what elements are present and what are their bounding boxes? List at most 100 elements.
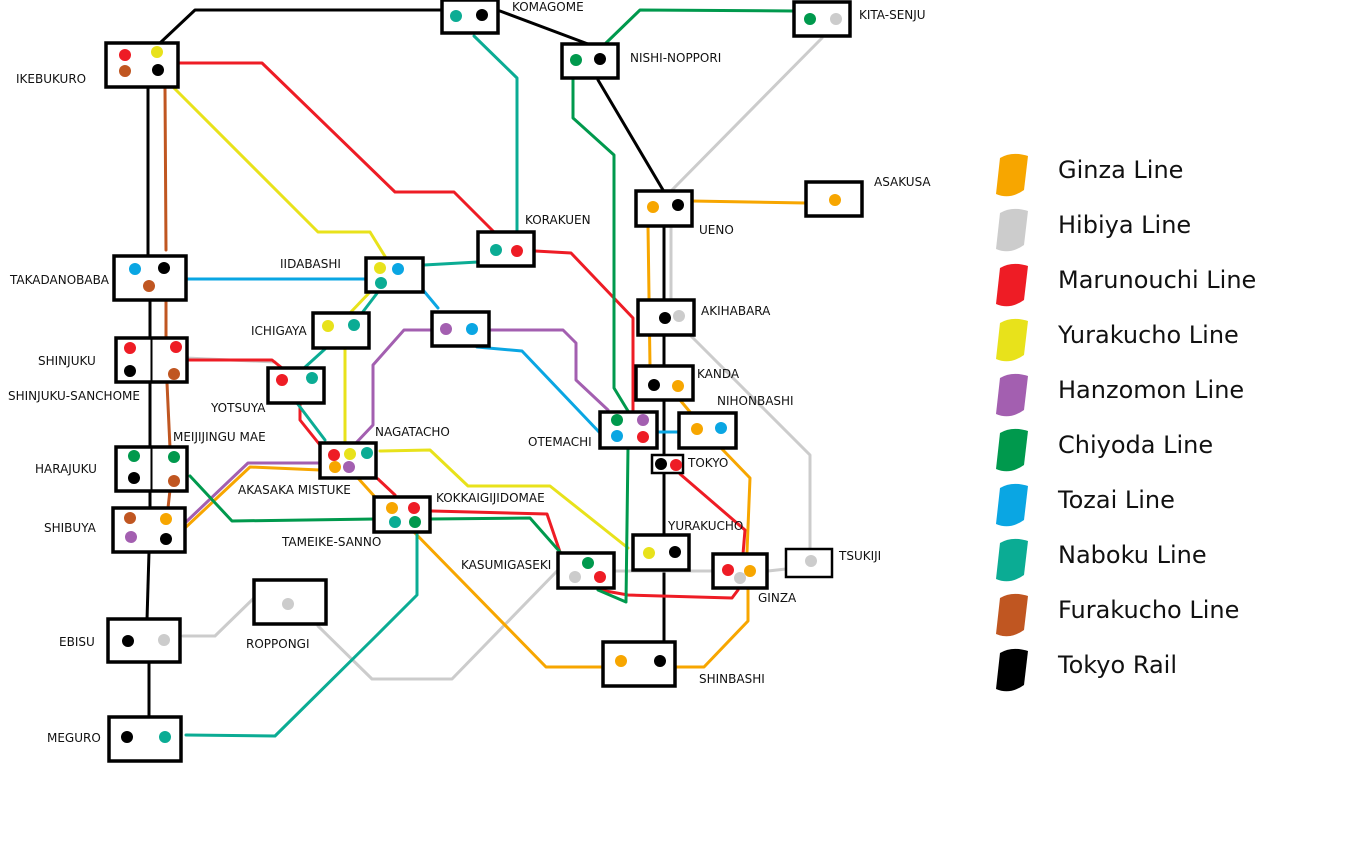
station-kudanshita[interactable]: [430, 310, 491, 348]
station-tameike-sanno[interactable]: TAMEIKE-SANNO: [281, 535, 381, 549]
legend-label: Ginza Line: [1058, 156, 1183, 184]
tozai-line-dot: [392, 263, 404, 275]
tozai-line-segment: [475, 345, 602, 435]
ginza-swatch-icon: [996, 153, 1028, 197]
station-nihonbashi[interactable]: NIHONBASHI: [677, 394, 794, 450]
hibiya-line-segment: [181, 595, 257, 638]
legend-label: Chiyoda Line: [1058, 431, 1213, 459]
station-ikebukuro[interactable]: IKEBUKURO: [16, 41, 180, 89]
station-iidabashi[interactable]: IIDABASHI: [280, 256, 425, 294]
station-asakusa[interactable]: ASAKUSA: [804, 175, 931, 218]
ginza-line-dot: [160, 513, 172, 525]
station-tokyo[interactable]: TOKYO: [650, 453, 728, 475]
station-komagome[interactable]: KOMAGOME: [440, 0, 584, 35]
station-akasaka-mitsuke[interactable]: AKASAKA MISTUKE: [238, 483, 351, 497]
station-harajuku[interactable]: HARAJUKU: [35, 445, 189, 493]
station-box[interactable]: [364, 256, 425, 294]
station-label: KANDA: [697, 367, 740, 381]
station-ueno[interactable]: UENO: [634, 189, 734, 237]
legend-item-hibiya: Hibiya Line: [996, 208, 1191, 252]
hibiya-line-dot: [734, 572, 746, 584]
station-label: OTEMACHI: [528, 435, 592, 449]
station-box[interactable]: [560, 42, 620, 80]
chiyoda-line-dot: [409, 516, 421, 528]
station-shinjuku[interactable]: SHINJUKU: [38, 336, 189, 384]
ginza-line-dot: [647, 201, 659, 213]
naboku-line-dot: [490, 244, 502, 256]
station-ichigaya[interactable]: ICHIGAYA: [251, 311, 371, 350]
tokyo-swatch-icon: [996, 648, 1028, 692]
station-ginza[interactable]: GINZA: [711, 552, 797, 605]
station-label: MEGURO: [47, 731, 101, 745]
station-box[interactable]: [598, 410, 659, 450]
furakucho-line-segment: [163, 86, 168, 252]
station-nishi-nippori[interactable]: NISHI-NOPPORI: [560, 42, 721, 80]
hanzomon-line-segment: [353, 328, 436, 446]
yurakucho-line-dot: [374, 262, 386, 274]
legend-item-marunouchi: Marunouchi Line: [996, 263, 1256, 307]
station-box[interactable]: [631, 533, 691, 572]
naboku-line-segment: [472, 34, 519, 234]
tokyo-line-dot: [128, 472, 140, 484]
station-kita-senju[interactable]: KITA-SENJU: [792, 0, 926, 38]
station-otemachi[interactable]: OTEMACHI: [528, 410, 659, 450]
station-shinbashi[interactable]: SHINBASHI: [601, 640, 765, 688]
yurakucho-line-dot: [344, 448, 356, 460]
station-box[interactable]: [111, 506, 187, 554]
ginza-line-segment: [720, 447, 752, 554]
station-box[interactable]: [792, 0, 852, 38]
tokyo-line-segment: [158, 8, 444, 45]
station-ebisu[interactable]: EBISU: [59, 617, 182, 664]
station-label: ASAKUSA: [874, 175, 931, 189]
station-box[interactable]: [372, 495, 432, 534]
station-tsukiji[interactable]: TSUKIJI: [784, 547, 881, 579]
furakucho-line-dot: [168, 475, 180, 487]
marunouchi-line-segment: [598, 588, 740, 600]
station-meijijingu-mae[interactable]: MEIJIJINGU MAE: [173, 430, 266, 444]
furakucho-line-segment: [165, 381, 172, 450]
ginza-line-segment: [690, 199, 808, 205]
station-kanda[interactable]: KANDA: [634, 364, 740, 402]
rail-lines: [145, 8, 824, 738]
legend-label: Tokyo Rail: [1057, 651, 1177, 679]
station-meguro[interactable]: MEGURO: [47, 715, 183, 763]
station-label: AKIHABARA: [701, 304, 771, 318]
legend-label: Marunouchi Line: [1058, 266, 1256, 294]
station-yurakucho[interactable]: YURAKUCHO: [631, 519, 743, 572]
tokyo-line-segment: [596, 78, 665, 192]
furakucho-line-dot: [124, 512, 136, 524]
station-kokkaigijidomae[interactable]: KOKKAIGIJIDOMAE: [372, 491, 545, 534]
station-box[interactable]: [677, 411, 738, 450]
station-box[interactable]: [634, 189, 694, 228]
station-box[interactable]: [311, 311, 371, 350]
legend-item-furakucho: Furakucho Line: [996, 593, 1239, 637]
marunouchi-line-segment: [376, 477, 397, 497]
station-shibuya[interactable]: SHIBUYA: [44, 506, 187, 554]
station-box[interactable]: [112, 254, 188, 302]
station-label: KITA-SENJU: [859, 8, 926, 22]
legend-item-hanzomon: Hanzomon Line: [996, 373, 1244, 417]
station-korakuen[interactable]: KORAKUEN: [476, 213, 591, 268]
marunouchi-line-dot: [594, 571, 606, 583]
marunouchi-line-dot: [170, 341, 182, 353]
station-takadanobaba[interactable]: TAKADANOBABA: [9, 254, 188, 302]
hanzomon-line-segment: [184, 461, 320, 524]
station-box[interactable]: [104, 41, 180, 89]
station-shinjuku-sanchome[interactable]: SHINJUKU-SANCHOME: [8, 389, 140, 403]
station-box[interactable]: [634, 364, 695, 402]
hibiya-line-segment: [316, 568, 560, 681]
chiyoda-line-segment: [188, 474, 377, 523]
station-roppongi[interactable]: ROPPONGI: [246, 578, 328, 651]
legend-item-yurakucho: Yurakucho Line: [996, 318, 1239, 362]
hibiya-line-dot: [830, 13, 842, 25]
yurakucho-line-segment: [378, 448, 630, 550]
marunouchi-line-dot: [124, 342, 136, 354]
ginza-line-segment: [184, 465, 322, 529]
station-akihabara[interactable]: AKIHABARA: [636, 298, 771, 337]
hibiya-line-segment: [766, 567, 788, 573]
station-label: TSUKIJI: [838, 549, 881, 563]
station-yotsuya[interactable]: YOTSUYA: [210, 366, 326, 415]
station-kasumigaseki[interactable]: KASUMIGASEKI: [461, 551, 616, 590]
station-box[interactable]: [476, 230, 536, 268]
station-nagatacho[interactable]: NAGATACHO: [318, 425, 450, 480]
